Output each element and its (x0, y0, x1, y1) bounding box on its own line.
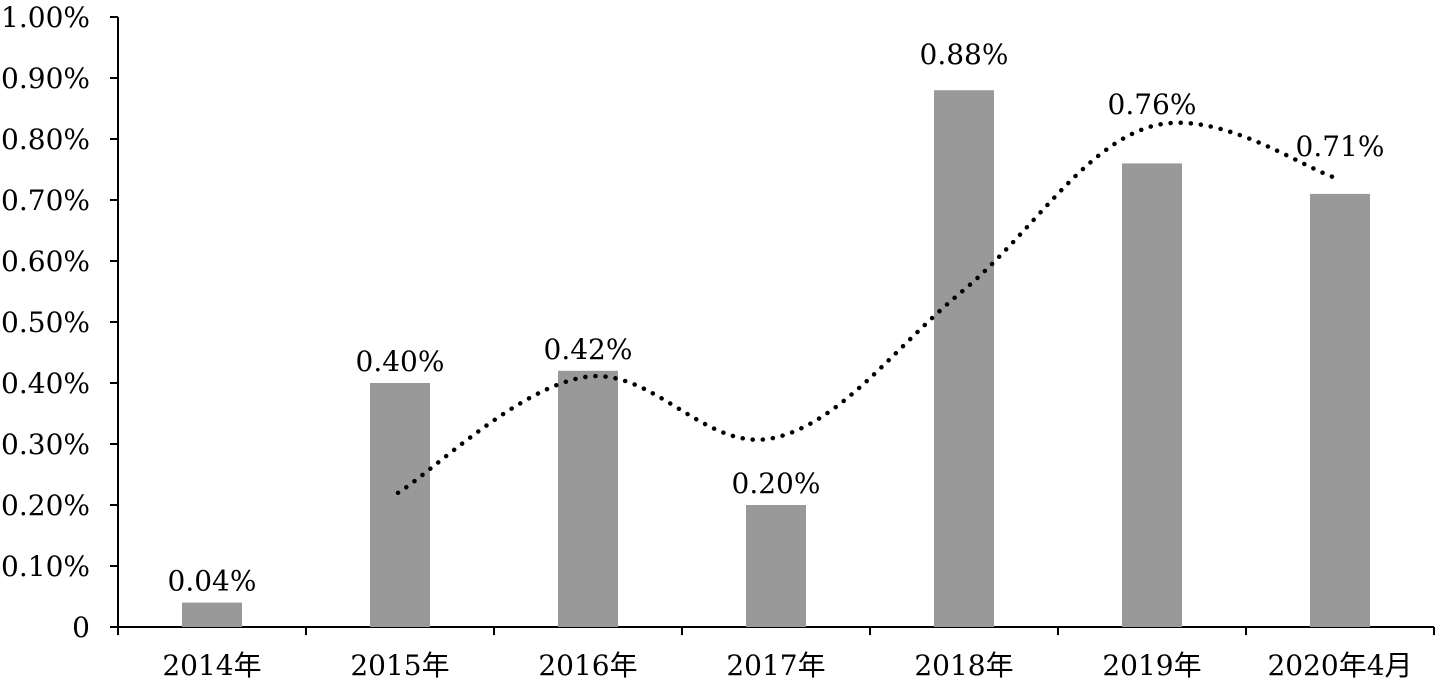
y-tick-label: 0.40% (1, 367, 90, 400)
x-tick-label: 2019年 (1102, 649, 1201, 682)
y-tick-label: 0.10% (1, 550, 90, 583)
bar (1122, 163, 1182, 627)
bar (1310, 193, 1370, 627)
data-label: 0.71% (1296, 130, 1385, 163)
y-tick-label: 1.00% (1, 1, 90, 34)
data-label: 0.88% (920, 38, 1009, 71)
bar (370, 383, 430, 627)
bars (182, 90, 1370, 627)
y-tick-label: 0.90% (1, 62, 90, 95)
data-label: 0.76% (1108, 88, 1197, 121)
bar (558, 370, 618, 627)
x-tick-label: 2015年 (350, 649, 449, 682)
y-tick-label: 0.60% (1, 245, 90, 278)
x-tick-label: 2020年4月 (1267, 649, 1412, 682)
x-tick-label: 2014年 (162, 649, 261, 682)
y-tick-label: 0.50% (1, 306, 90, 339)
bar (182, 602, 242, 627)
trend-line (395, 120, 1341, 496)
bar (746, 505, 806, 627)
y-tick-label: 0.30% (1, 428, 90, 461)
x-tick-label: 2017年 (726, 649, 825, 682)
y-tick-label: 0 (72, 611, 90, 644)
data-label: 0.20% (732, 467, 821, 500)
y-tick-label: 0.70% (1, 184, 90, 217)
trend-line-path (395, 120, 1341, 496)
data-label: 0.04% (168, 565, 257, 598)
bar (934, 90, 994, 627)
data-labels: 0.04% 0.40% 0.42% 0.20% 0.88% 0.76% 0.71% (168, 38, 1385, 598)
y-tick-label: 0.80% (1, 123, 90, 156)
y-tick-label: 0.20% (1, 489, 90, 522)
data-label: 0.40% (356, 345, 445, 378)
x-tick-label: 2018年 (914, 649, 1013, 682)
data-label: 0.42% (544, 333, 633, 366)
x-tick-label: 2016年 (538, 649, 637, 682)
